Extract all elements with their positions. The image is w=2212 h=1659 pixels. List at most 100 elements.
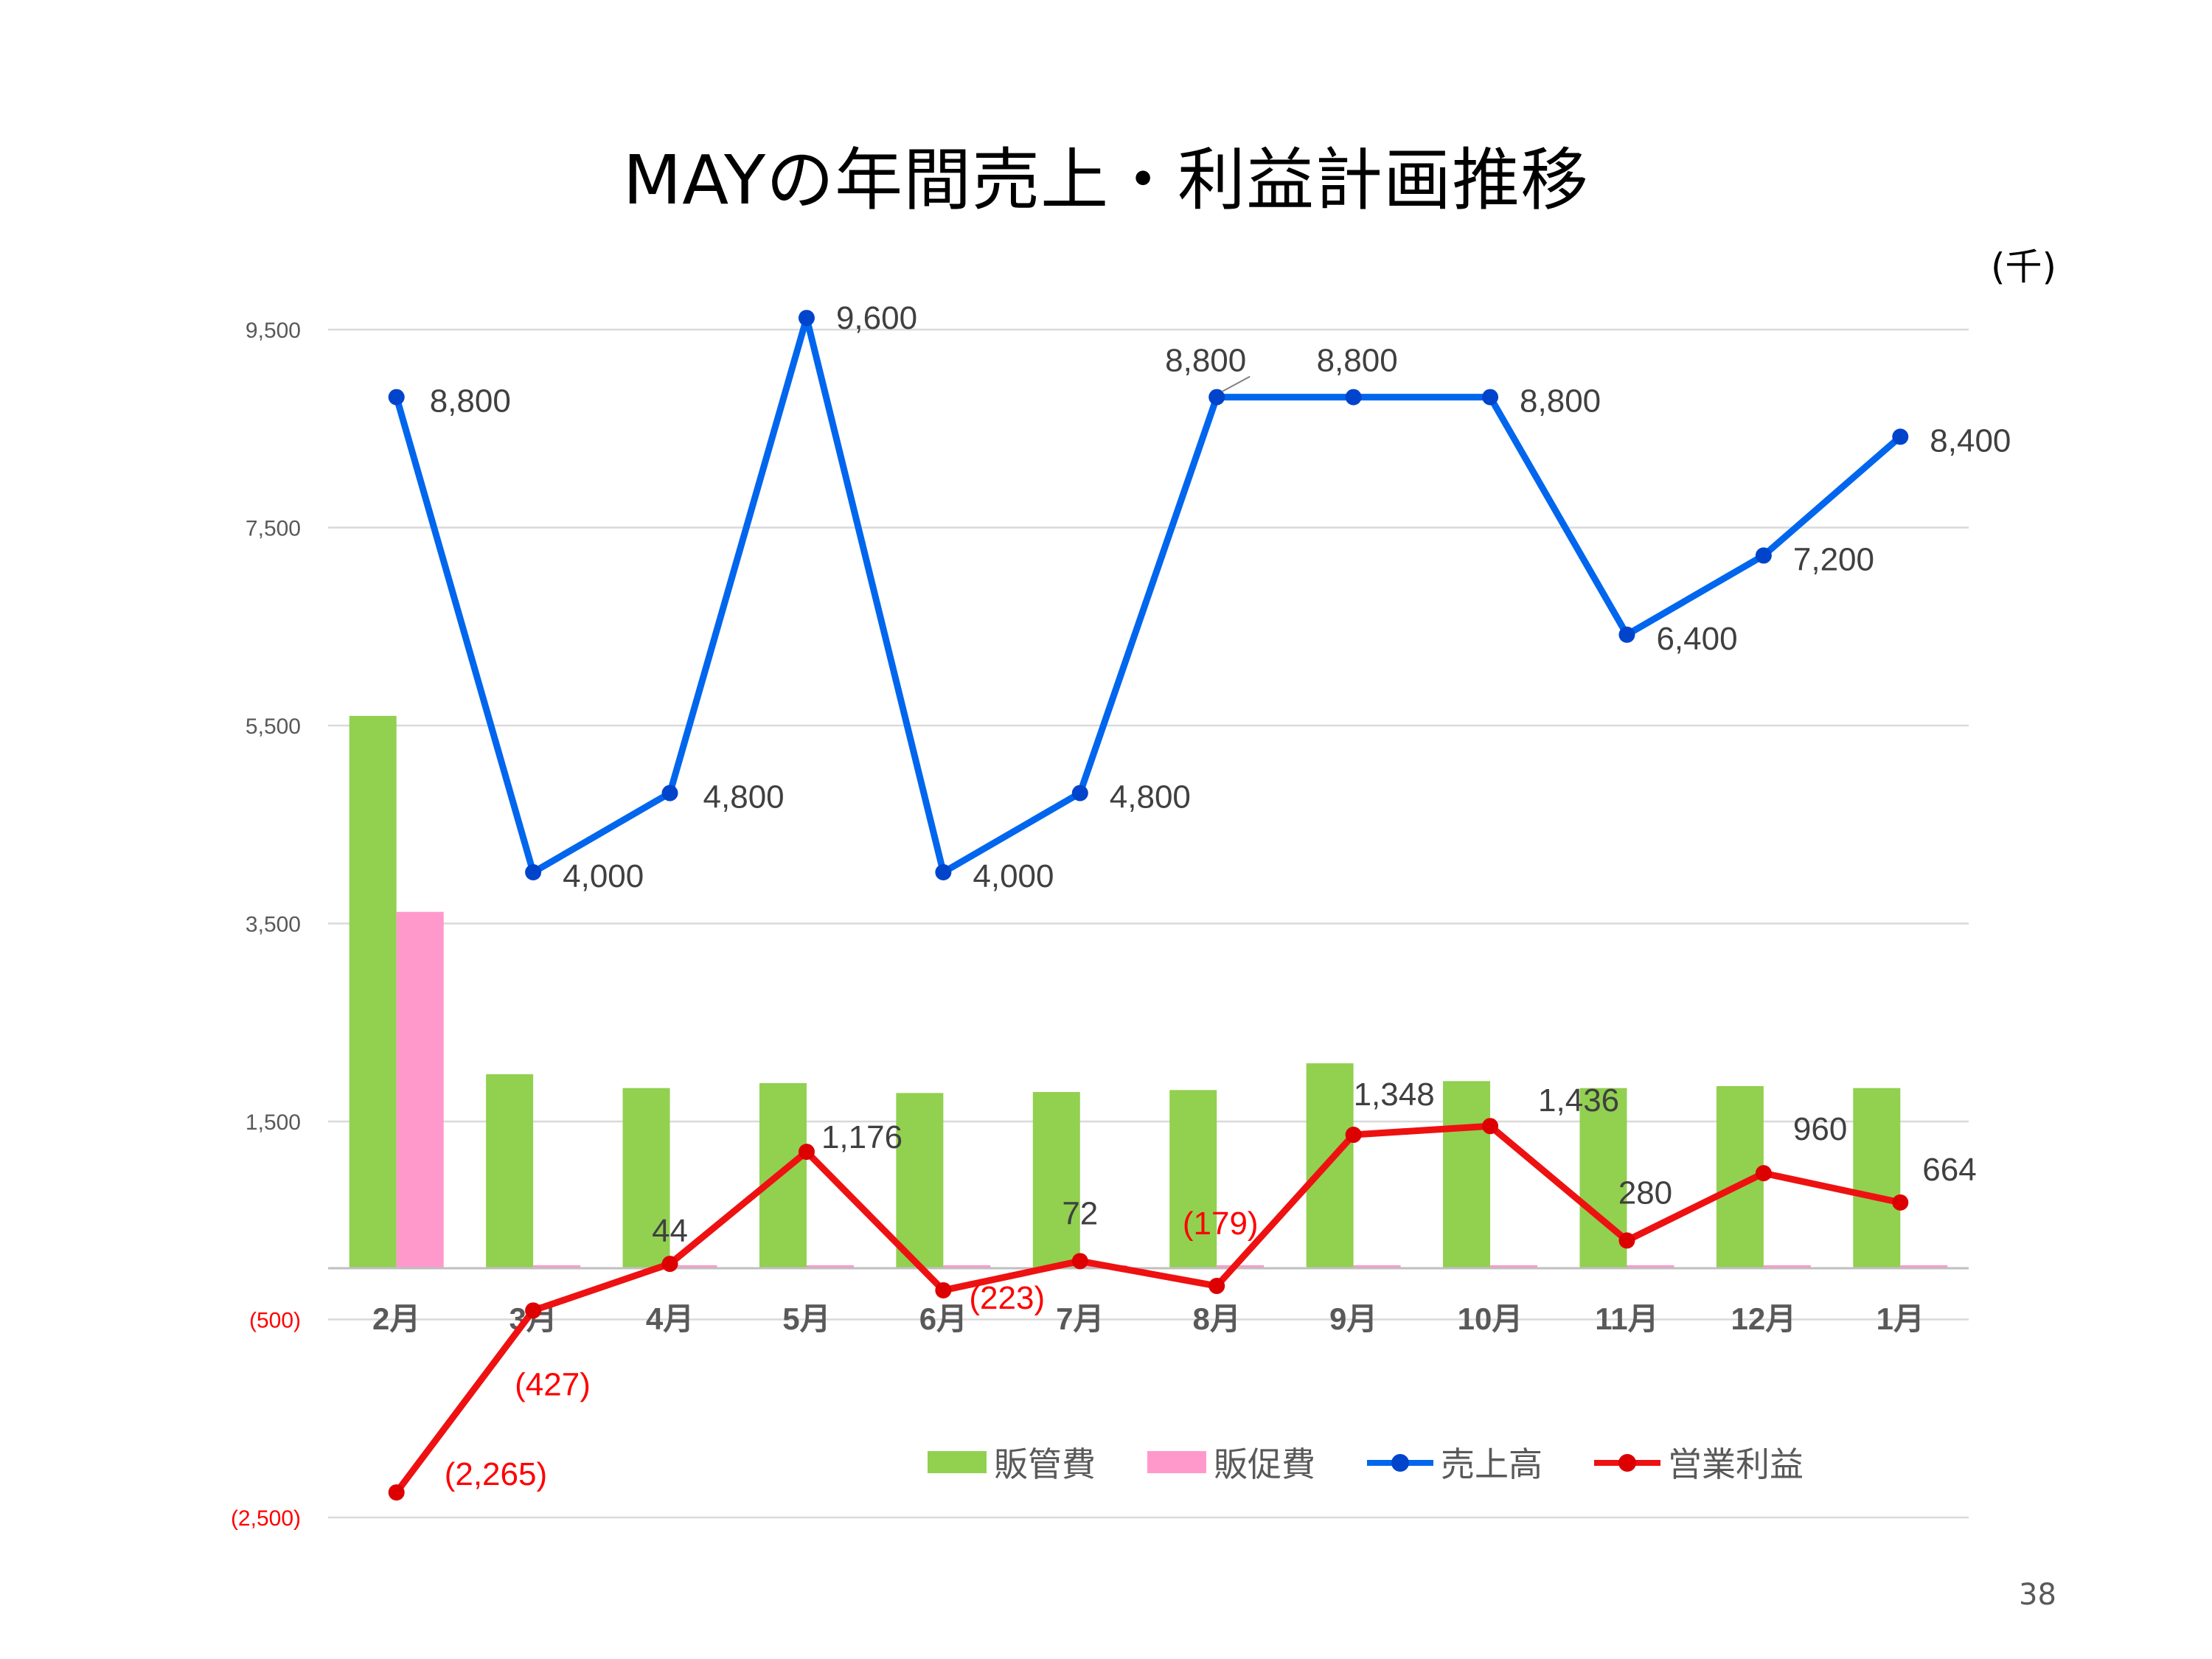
bar-hankanhi <box>1032 1092 1080 1268</box>
bar-hansokuhi <box>806 1265 854 1268</box>
bar-hankanhi <box>1169 1090 1217 1268</box>
legend-swatch-uriage <box>1367 1447 1433 1477</box>
legend: 販管費 販促費 売上高 営業利益 <box>928 1438 1804 1486</box>
x-tick-label: 8月 <box>1193 1301 1241 1336</box>
bar-hansokuhi <box>396 911 444 1268</box>
y-tick-label: 5,500 <box>246 714 301 739</box>
uriage-point <box>1345 389 1362 406</box>
x-tick-label: 9月 <box>1329 1301 1377 1336</box>
uriage-data-label: 4,800 <box>1110 779 1191 815</box>
uriage-line <box>393 314 1903 876</box>
y-tick-label: (2,500) <box>231 1506 301 1531</box>
uriage-point <box>1071 785 1088 801</box>
y-tick-label: 7,500 <box>246 517 301 541</box>
x-tick-label: 5月 <box>782 1301 830 1336</box>
legend-item-hankanhi: 販管費 <box>928 1438 1096 1486</box>
uriage-point <box>525 864 542 880</box>
x-tick-label: 2月 <box>372 1301 420 1336</box>
uriage-data-label: 8,400 <box>1930 422 2011 459</box>
bar-hansokuhi <box>1763 1265 1811 1268</box>
legend-label-uriage: 売上高 <box>1441 1444 1543 1484</box>
eigyo-rieki-point <box>1618 1232 1635 1249</box>
bar-hankanhi <box>1443 1081 1491 1268</box>
legend-item-hansokuhi: 販促費 <box>1147 1438 1315 1486</box>
y-tick-label: 9,500 <box>246 319 301 343</box>
eigyo-rieki-data-label: (179) <box>1183 1206 1259 1242</box>
legend-item-uriage: 売上高 <box>1367 1438 1543 1486</box>
uriage-point <box>1208 389 1225 406</box>
data-labels: 8,800 4,000 4,800 9,600 4,000 4,800 8,800 8,800… <box>430 300 2011 1492</box>
bar-hansokuhi <box>1627 1265 1674 1268</box>
chart-title: MAYの年間売上・利益計画推移 <box>622 141 1590 220</box>
eigyo-rieki-data-label: 280 <box>1618 1175 1672 1211</box>
eigyo-rieki-data-label: (427) <box>515 1366 591 1402</box>
uriage-point <box>1755 547 1772 564</box>
grid-lines <box>328 328 1969 1519</box>
legend-swatch-eigyo-rieki <box>1594 1447 1660 1477</box>
unit-label: (千) <box>1991 246 2057 288</box>
bar-series <box>349 715 1948 1268</box>
eigyo-rieki-data-label: 1,436 <box>1538 1082 1619 1119</box>
y-tick-label: 3,500 <box>246 913 301 937</box>
eigyo-rieki-data-label: 664 <box>1922 1152 1976 1188</box>
bar-hansokuhi <box>1490 1265 1538 1268</box>
bar-hankanhi <box>896 1093 944 1268</box>
uriage-data-label: 4,800 <box>703 779 785 815</box>
x-tick-label: 6月 <box>919 1301 967 1336</box>
x-tick-label: 4月 <box>646 1301 694 1336</box>
page-number: 38 <box>2019 1578 2056 1612</box>
bar-hankanhi <box>349 715 397 1268</box>
uriage-point <box>388 389 405 406</box>
uriage-data-label: 8,800 <box>1317 343 1398 379</box>
eigyo-rieki-point <box>1071 1253 1088 1270</box>
legend-swatch-hankanhi <box>928 1451 987 1473</box>
eigyo-rieki-point <box>798 1144 815 1161</box>
uriage-point <box>1482 389 1499 406</box>
eigyo-rieki-point <box>935 1281 952 1298</box>
eigyo-rieki-point <box>1892 1194 1909 1211</box>
bar-hankanhi <box>622 1088 670 1268</box>
bar-hansokuhi <box>943 1265 991 1268</box>
uriage-data-label: 6,400 <box>1656 621 1737 657</box>
uriage-data-label: 4,000 <box>563 858 644 894</box>
uriage-data-label: 4,000 <box>973 858 1054 894</box>
line-series <box>388 310 1909 1501</box>
leader-line <box>1222 375 1251 392</box>
eigyo-rieki-point <box>661 1256 678 1273</box>
eigyo-rieki-data-label: 960 <box>1793 1111 1847 1147</box>
y-tick-label: 1,500 <box>246 1110 301 1135</box>
uriage-point <box>935 864 952 880</box>
y-tick-label: (500) <box>249 1309 301 1333</box>
bar-hansokuhi <box>669 1265 717 1268</box>
uriage-data-label: 8,800 <box>1165 343 1246 379</box>
eigyo-rieki-line <box>394 1122 1902 1495</box>
eigyo-rieki-data-label: 72 <box>1062 1195 1098 1231</box>
uriage-point <box>661 785 678 801</box>
eigyo-rieki-point <box>1345 1127 1362 1144</box>
legend-label-hansokuhi: 販促費 <box>1214 1444 1315 1484</box>
eigyo-rieki-data-label: 44 <box>652 1213 688 1249</box>
eigyo-rieki-data-label: (223) <box>969 1280 1045 1316</box>
uriage-data-label: 8,800 <box>1520 383 1601 420</box>
uriage-point <box>1892 428 1909 445</box>
x-tick-label: 1月 <box>1877 1301 1924 1336</box>
uriage-point <box>798 310 815 327</box>
x-tick-label: 10月 <box>1458 1301 1523 1336</box>
bar-hankanhi <box>486 1074 534 1268</box>
legend-label-eigyo-rieki: 営業利益 <box>1668 1444 1804 1484</box>
uriage-point <box>1618 626 1635 643</box>
bar-hansokuhi <box>533 1265 581 1268</box>
uriage-data-label: 8,800 <box>430 383 511 420</box>
legend-label-hankanhi: 販管費 <box>994 1444 1096 1484</box>
eigyo-rieki-point <box>388 1484 405 1501</box>
bar-hankanhi <box>1853 1088 1901 1268</box>
eigyo-rieki-point <box>1755 1165 1772 1182</box>
bar-hansokuhi <box>1217 1265 1265 1268</box>
bar-hansokuhi <box>1353 1265 1401 1268</box>
eigyo-rieki-data-label: (2,265) <box>445 1456 547 1492</box>
uriage-data-label: 9,600 <box>836 300 917 336</box>
x-tick-label: 7月 <box>1056 1301 1104 1336</box>
legend-swatch-hansokuhi <box>1147 1451 1206 1473</box>
